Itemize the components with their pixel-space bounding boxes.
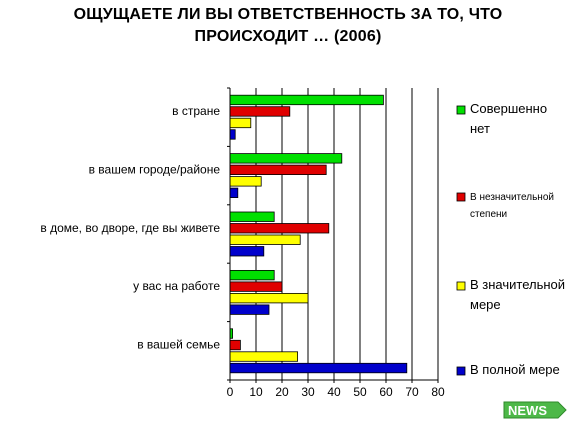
bar — [229, 129, 236, 140]
legend-label: В незначительной степени — [470, 192, 554, 220]
bar — [229, 339, 241, 351]
x-tick-label: 10 — [249, 385, 263, 399]
bar — [229, 187, 239, 199]
bar — [229, 94, 384, 106]
category-label: в вашем городе/районе — [89, 162, 221, 176]
legend-label: Совершенно нет — [470, 101, 547, 136]
bar — [229, 281, 283, 292]
category-label: в доме, во дворе, где вы живете — [40, 221, 220, 235]
chart-title: ОЩУЩАЕТЕ ЛИ ВЫ ОТВЕТСТВЕННОСТЬ ЗА ТО, ЧТ… — [0, 4, 576, 48]
x-tick-label: 40 — [327, 385, 341, 399]
category-label: в вашей семье — [137, 338, 220, 352]
legend-item: В незначительной степени — [456, 192, 554, 220]
legend-item: В значительной мере — [456, 277, 565, 312]
bar — [229, 176, 262, 187]
bar — [229, 117, 252, 129]
x-tick-labels: 0 10 20 30 40 50 60 70 80 — [227, 385, 445, 399]
bar — [229, 304, 270, 315]
bar — [229, 106, 291, 117]
bar — [229, 211, 275, 222]
bar — [229, 153, 343, 164]
chart-title-line-1: ОЩУЩАЕТЕ ЛИ ВЫ ОТВЕТСТВЕННОСТЬ ЗА ТО, ЧТ… — [73, 6, 503, 23]
legend-label: В значительной мере — [470, 277, 565, 312]
category-labels: в стране в вашем городе/районе в доме, во … — [40, 104, 220, 352]
legend-item: В полной мере — [456, 362, 560, 377]
bar — [229, 292, 309, 304]
bar — [229, 269, 275, 281]
chart-title-line-2: ПРОИСХОДИТ … (2006) — [194, 28, 382, 45]
bar — [229, 234, 301, 245]
bar — [229, 246, 265, 257]
bar — [229, 362, 408, 374]
x-tick-label: 50 — [353, 385, 367, 399]
news-logo-text: NEWS — [508, 403, 547, 418]
legend-item: Совершенно нет — [456, 101, 547, 136]
chart-axes — [227, 87, 439, 383]
legend-swatch — [456, 281, 466, 291]
news-logo: NEWS — [503, 401, 567, 419]
legend-swatch — [456, 366, 466, 376]
x-tick-label: 60 — [379, 385, 393, 399]
category-label: у вас на работе — [133, 279, 220, 293]
bar — [229, 164, 327, 176]
legend-swatch — [456, 105, 466, 115]
x-tick-label: 20 — [275, 385, 289, 399]
bar — [229, 351, 298, 362]
chart-bars — [229, 94, 408, 374]
chart-grid — [255, 88, 439, 380]
x-tick-label: 70 — [405, 385, 419, 399]
chart-legend: Совершенно нет В незначительной степени В зн… — [456, 101, 565, 377]
legend-label: В полной мере — [470, 362, 560, 377]
x-tick-label: 30 — [301, 385, 315, 399]
x-tick-label: 0 — [227, 385, 234, 399]
category-label: в стране — [172, 104, 220, 118]
bar — [229, 223, 330, 234]
legend-swatch — [456, 192, 466, 202]
x-tick-label: 80 — [431, 385, 445, 399]
